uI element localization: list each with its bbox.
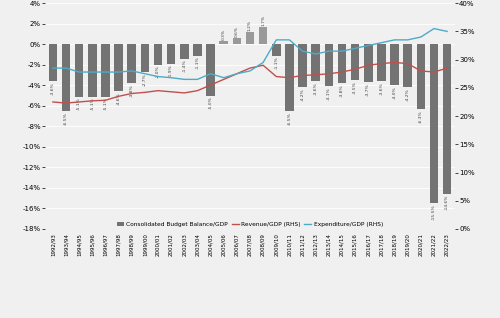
Text: -3.5%: -3.5% (353, 81, 357, 94)
Bar (338, 44, 346, 83)
Bar (193, 44, 202, 56)
Bar (390, 44, 399, 85)
Bar (351, 44, 360, 80)
Text: -1.9%: -1.9% (169, 65, 173, 77)
Text: -15.5%: -15.5% (432, 204, 436, 220)
Text: -4.2%: -4.2% (300, 88, 304, 101)
Text: 0.3%: 0.3% (222, 29, 226, 40)
Text: -5.1%: -5.1% (104, 98, 108, 110)
Text: -3.8%: -3.8% (130, 84, 134, 97)
Bar (48, 44, 57, 81)
Text: 1.7%: 1.7% (261, 15, 265, 26)
Bar (430, 44, 438, 203)
Text: -6.5%: -6.5% (288, 112, 292, 125)
Text: -3.7%: -3.7% (366, 83, 370, 96)
Bar (128, 44, 136, 83)
Bar (416, 44, 425, 109)
Text: -2.0%: -2.0% (156, 66, 160, 79)
Text: -1.1%: -1.1% (196, 57, 200, 69)
Text: -4.0%: -4.0% (392, 86, 396, 99)
Bar (140, 44, 149, 72)
Text: 1.2%: 1.2% (248, 20, 252, 31)
Bar (88, 44, 96, 97)
Bar (180, 44, 188, 59)
Bar (167, 44, 175, 64)
Bar (324, 44, 333, 86)
Text: -4.1%: -4.1% (327, 87, 331, 100)
Bar (298, 44, 307, 87)
Text: -3.8%: -3.8% (340, 84, 344, 97)
Text: -4.6%: -4.6% (116, 93, 120, 105)
Bar (377, 44, 386, 81)
Bar (232, 38, 241, 44)
Text: -1.1%: -1.1% (274, 57, 278, 69)
Bar (62, 44, 70, 111)
Bar (443, 44, 452, 194)
Text: 0.6%: 0.6% (235, 26, 239, 37)
Text: -3.6%: -3.6% (51, 82, 55, 95)
Text: -1.4%: -1.4% (182, 60, 186, 72)
Bar (259, 27, 268, 44)
Bar (114, 44, 123, 92)
Bar (206, 44, 215, 95)
Bar (404, 44, 412, 87)
Text: -2.7%: -2.7% (143, 73, 147, 86)
Bar (101, 44, 110, 97)
Text: -14.6%: -14.6% (445, 195, 449, 211)
Text: -6.5%: -6.5% (64, 112, 68, 125)
Text: -5.0%: -5.0% (208, 97, 212, 109)
Text: -5.1%: -5.1% (77, 98, 81, 110)
Bar (312, 44, 320, 81)
Bar (272, 44, 280, 56)
Bar (364, 44, 372, 82)
Bar (154, 44, 162, 65)
Bar (246, 32, 254, 44)
Bar (75, 44, 84, 97)
Text: -6.3%: -6.3% (419, 110, 423, 122)
Text: -4.2%: -4.2% (406, 88, 409, 101)
Text: -3.6%: -3.6% (314, 82, 318, 95)
Text: -5.1%: -5.1% (90, 98, 94, 110)
Bar (285, 44, 294, 111)
Legend: Consolidated Budget Balance/GDP, Revenue/GDP (RHS), Expenditure/GDP (RHS): Consolidated Budget Balance/GDP, Revenue… (116, 221, 384, 228)
Text: -3.6%: -3.6% (380, 82, 384, 95)
Bar (220, 41, 228, 44)
